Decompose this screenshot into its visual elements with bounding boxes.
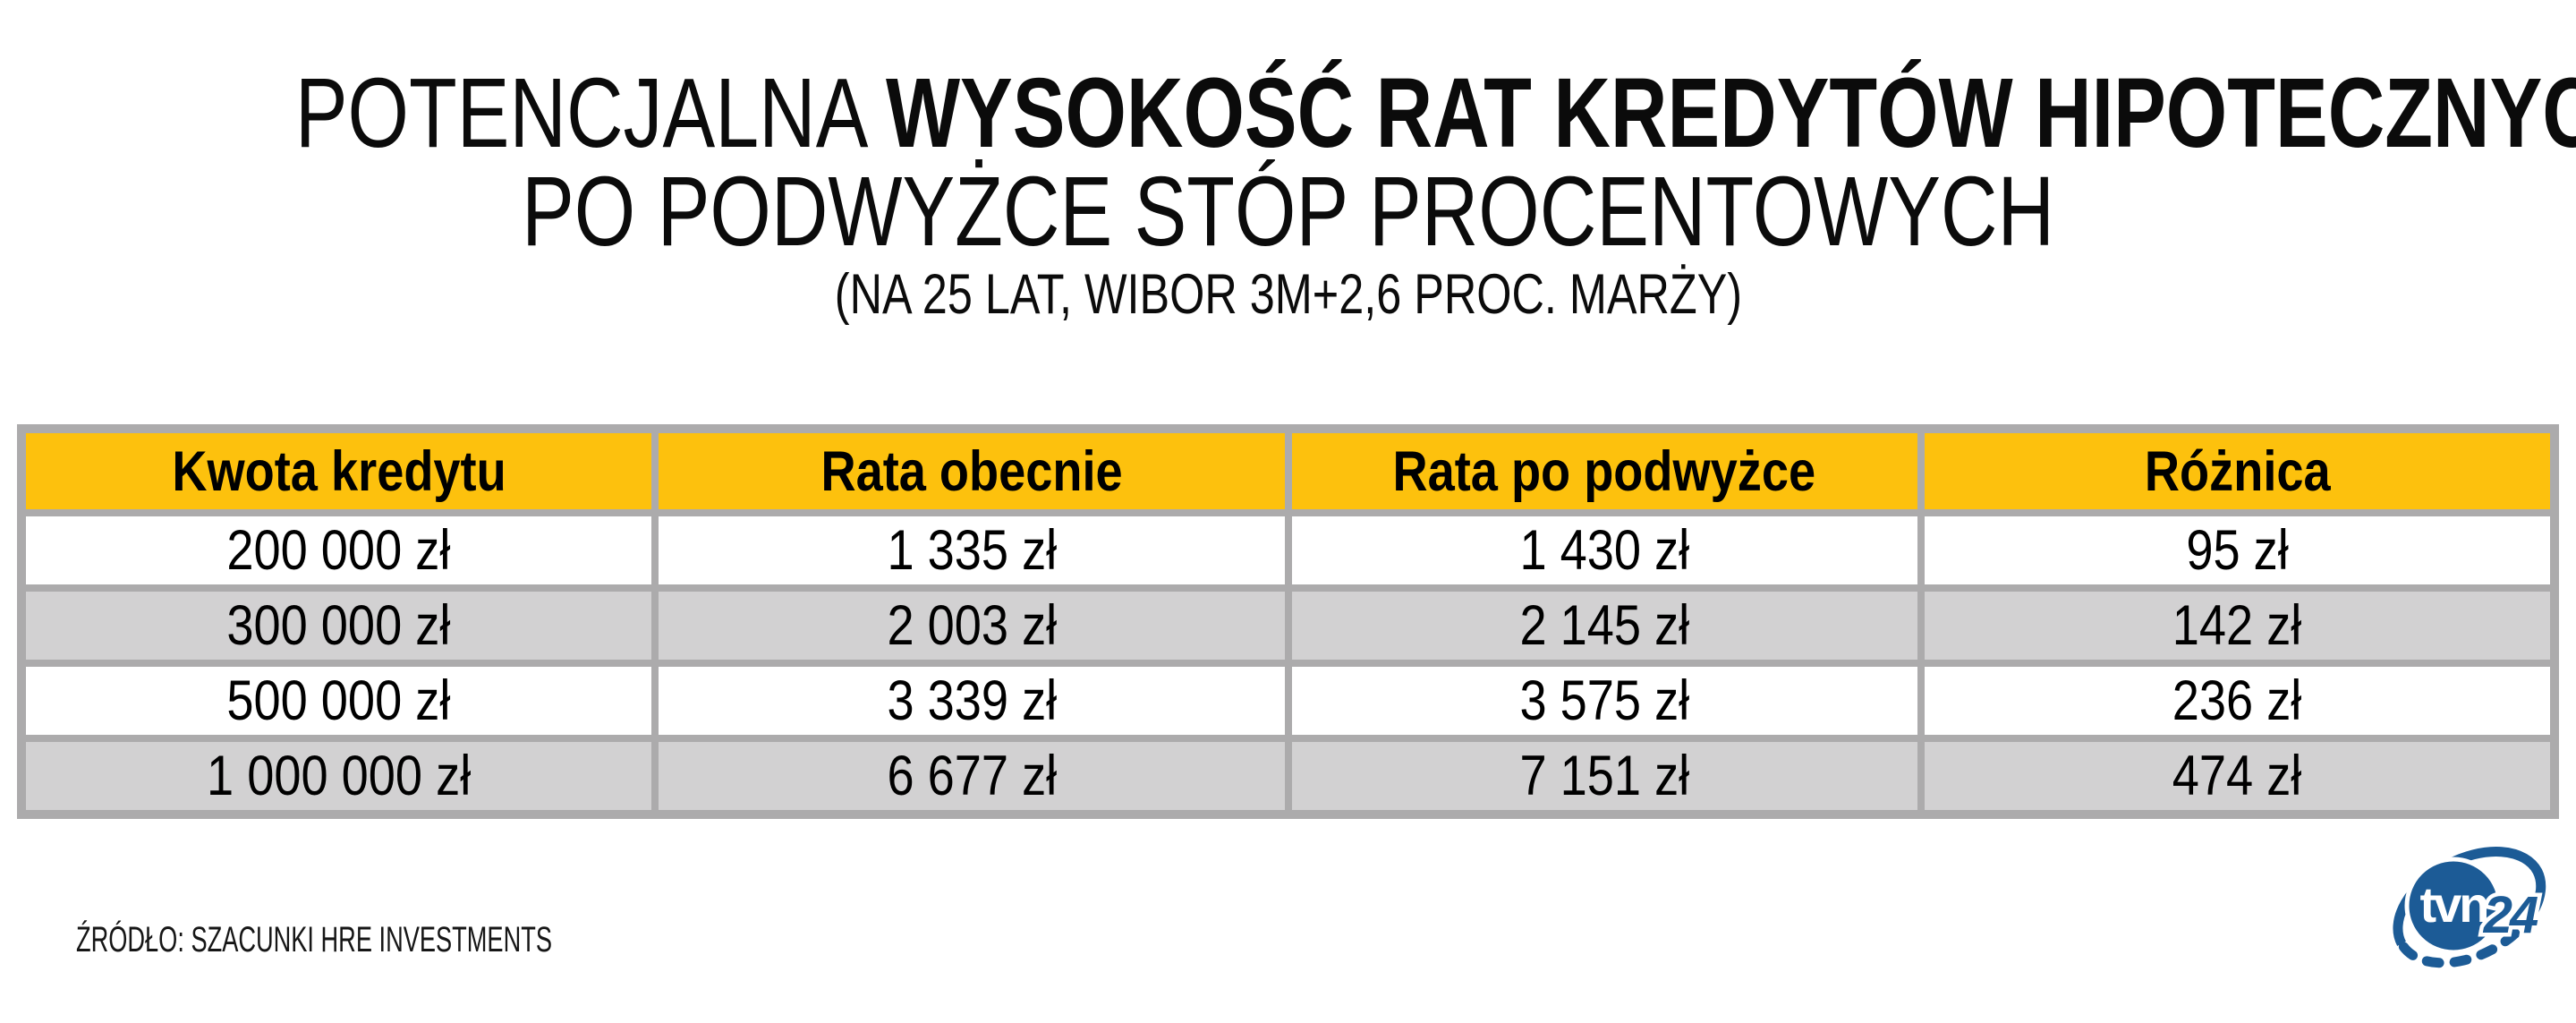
title-line1-regular: POTENCJALNA — [294, 58, 886, 168]
table-cell: 1 430 zł — [1291, 516, 1917, 584]
table-cell: 500 000 zł — [26, 667, 652, 735]
table-cell: 474 zł — [1924, 742, 2550, 810]
table-cell: 1 335 zł — [659, 516, 1285, 584]
table-cell: 3 575 zł — [1291, 667, 1917, 735]
logo-text-24: 24 — [2483, 886, 2538, 944]
table-cell: 3 339 zł — [659, 667, 1285, 735]
title-line1-bold: WYSOKOŚĆ RAT KREDYTÓW HIPOTECZNYCH — [885, 58, 2576, 168]
page-subtitle: (NA 25 LAT, WIBOR 3M+2,6 PROC. MARŻY) — [834, 263, 1742, 326]
page-title-line2: PO PODWYŻCE STÓP PROCENTOWYCH — [522, 157, 2054, 267]
logo-text-tvn: tvn — [2420, 876, 2487, 933]
table-cell: 95 zł — [1924, 516, 2550, 584]
table-cell: 7 151 zł — [1291, 742, 1917, 810]
table-cell: 142 zł — [1924, 592, 2550, 660]
tvn24-logo: tvn 24 — [2380, 831, 2563, 992]
table-cell: 2 145 zł — [1291, 592, 1917, 660]
logo-circle — [2404, 857, 2503, 955]
table-cell: 300 000 zł — [26, 592, 652, 660]
logo-orbit-dashed — [2396, 907, 2538, 968]
source-note: ŹRÓDŁO: SZACUNKI HRE INVESTMENTS — [76, 920, 552, 959]
table-cell: 236 zł — [1924, 667, 2550, 735]
logo-orbit-solid — [2393, 847, 2546, 946]
table-cell: 200 000 zł — [26, 516, 652, 584]
loan-table: Kwota kredytu Rata obecnie Rata po podwy… — [17, 424, 2559, 819]
header-cell-kwota-kredytu: Kwota kredytu — [26, 433, 652, 509]
table-cell: 2 003 zł — [659, 592, 1285, 660]
header-cell-rata-obecnie: Rata obecnie — [659, 433, 1285, 509]
table-cell: 1 000 000 zł — [26, 742, 652, 810]
table-cell: 6 677 zł — [659, 742, 1285, 810]
page-title: POTENCJALNA WYSOKOŚĆ RAT KREDYTÓW HIPOTE… — [0, 64, 2576, 163]
header-cell-roznica: Różnica — [1924, 433, 2550, 509]
header-cell-rata-po-podwyzce: Rata po podwyżce — [1291, 433, 1917, 509]
